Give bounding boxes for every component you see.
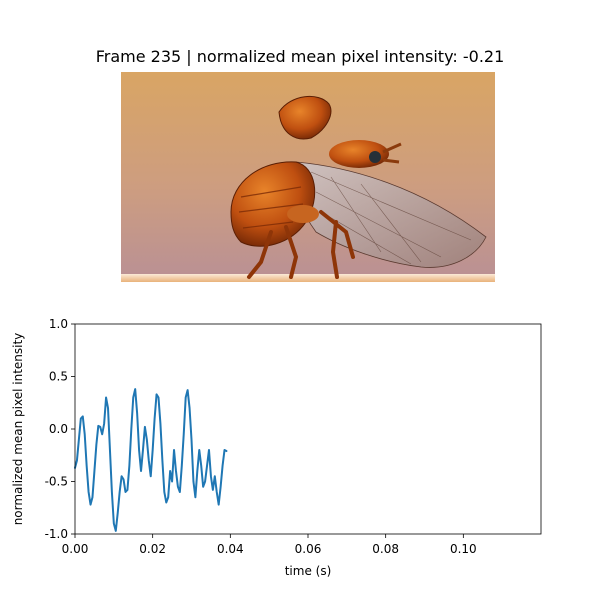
beetle-elytron xyxy=(278,95,332,140)
figure-title: Frame 235 | normalized mean pixel intens… xyxy=(95,47,505,66)
data-line xyxy=(74,388,228,532)
y-tick-label: -0.5 xyxy=(45,475,68,489)
x-tick-label: 0.00 xyxy=(62,542,89,556)
x-axis-label: time (s) xyxy=(285,564,332,578)
y-tick-label: 0.5 xyxy=(49,370,68,384)
beetle-eye xyxy=(369,151,381,163)
x-tick-label: 0.02 xyxy=(139,542,166,556)
plot-frame xyxy=(74,323,542,535)
y-tick-label: -1.0 xyxy=(45,527,68,541)
y-axis-label: normalized mean pixel intensity xyxy=(11,333,25,526)
y-tick-label: 0.0 xyxy=(49,422,68,436)
beetle-wing xyxy=(294,161,487,268)
beetle-photo xyxy=(121,72,495,282)
ledge xyxy=(121,274,495,282)
x-tick-label: 0.04 xyxy=(217,542,244,556)
x-tick-label: 0.10 xyxy=(450,542,477,556)
beetle-legs xyxy=(247,210,355,279)
x-tick-label: 0.06 xyxy=(295,542,322,556)
y-tick-label: 1.0 xyxy=(49,317,68,331)
beetle-frame-image xyxy=(121,72,495,282)
x-tick-label: 0.08 xyxy=(372,542,399,556)
